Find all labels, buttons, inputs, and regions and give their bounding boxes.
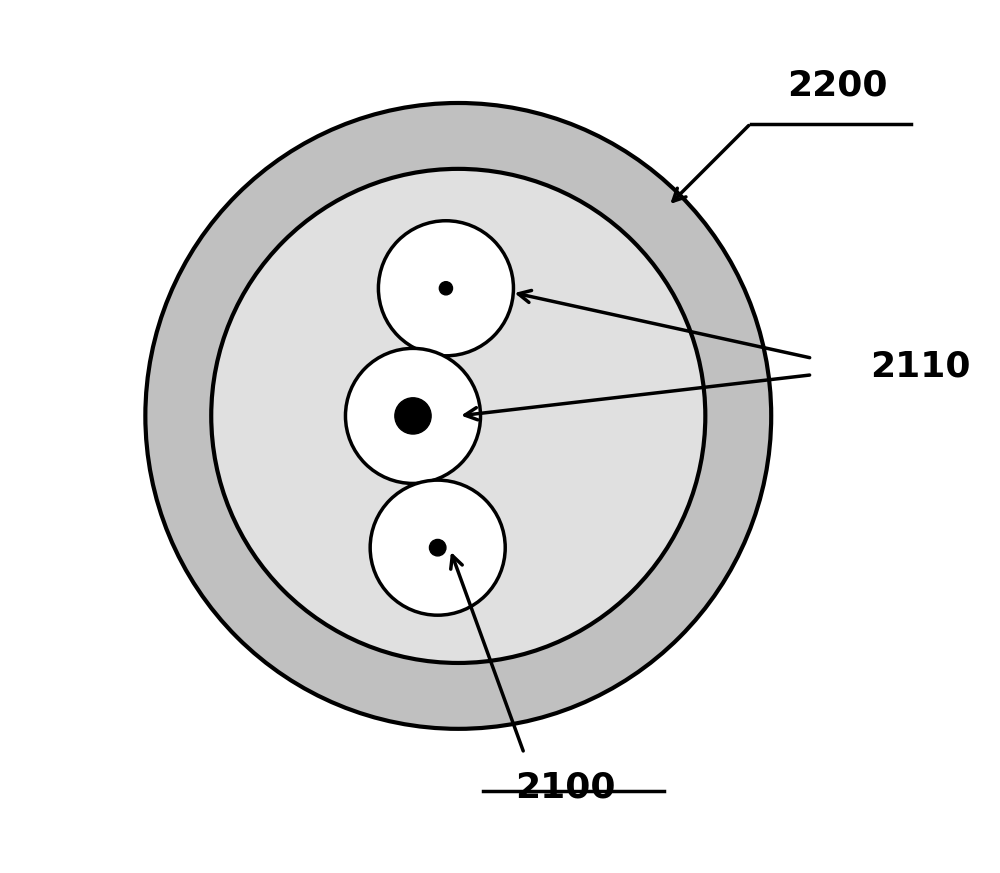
Circle shape bbox=[345, 348, 481, 484]
Circle shape bbox=[395, 398, 431, 434]
Circle shape bbox=[211, 168, 705, 663]
Text: 2110: 2110 bbox=[870, 349, 971, 383]
Text: 2200: 2200 bbox=[787, 69, 887, 103]
Circle shape bbox=[439, 282, 453, 295]
Circle shape bbox=[378, 221, 513, 356]
Text: 2100: 2100 bbox=[515, 770, 616, 804]
Circle shape bbox=[429, 540, 446, 556]
Circle shape bbox=[145, 103, 771, 729]
Circle shape bbox=[370, 480, 505, 615]
